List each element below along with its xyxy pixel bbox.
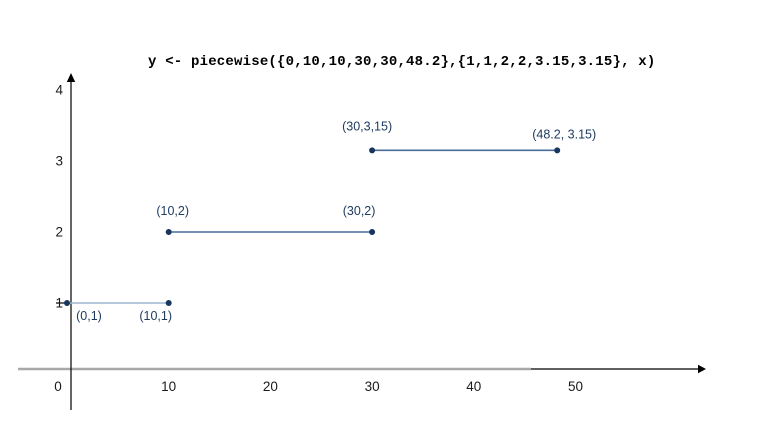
y-tick-label: 2: [55, 225, 63, 240]
y-tick-label: 4: [55, 83, 63, 98]
point-label: (30,3,15): [342, 119, 392, 133]
data-point: [165, 300, 172, 306]
point-label: (10,2): [156, 204, 189, 218]
plot-title: y <- piecewise({0,10,10,30,30,48.2},{1,1…: [148, 54, 656, 70]
x-tick-label: 20: [263, 379, 278, 394]
y-axis-arrow-icon: [66, 73, 76, 82]
point-label: (0,1): [76, 309, 102, 323]
y-tick-label: 3: [55, 154, 63, 169]
x-tick-label: 0: [54, 379, 62, 394]
x-tick-label: 40: [466, 379, 481, 394]
data-point: [369, 147, 376, 154]
x-tick-label: 30: [365, 379, 380, 394]
x-axis-arrow-icon: [698, 364, 706, 374]
point-label: (10,1): [139, 309, 172, 323]
point-label: (30,2): [343, 204, 376, 218]
x-tick-label: 10: [161, 379, 176, 394]
point-label: (48.2, 3.15): [532, 127, 596, 141]
data-point: [369, 229, 376, 235]
data-point: [165, 229, 172, 235]
x-tick-label: 50: [568, 379, 583, 394]
data-point: [554, 147, 561, 154]
y-tick-label: 1: [55, 296, 63, 311]
data-point: [64, 300, 70, 306]
